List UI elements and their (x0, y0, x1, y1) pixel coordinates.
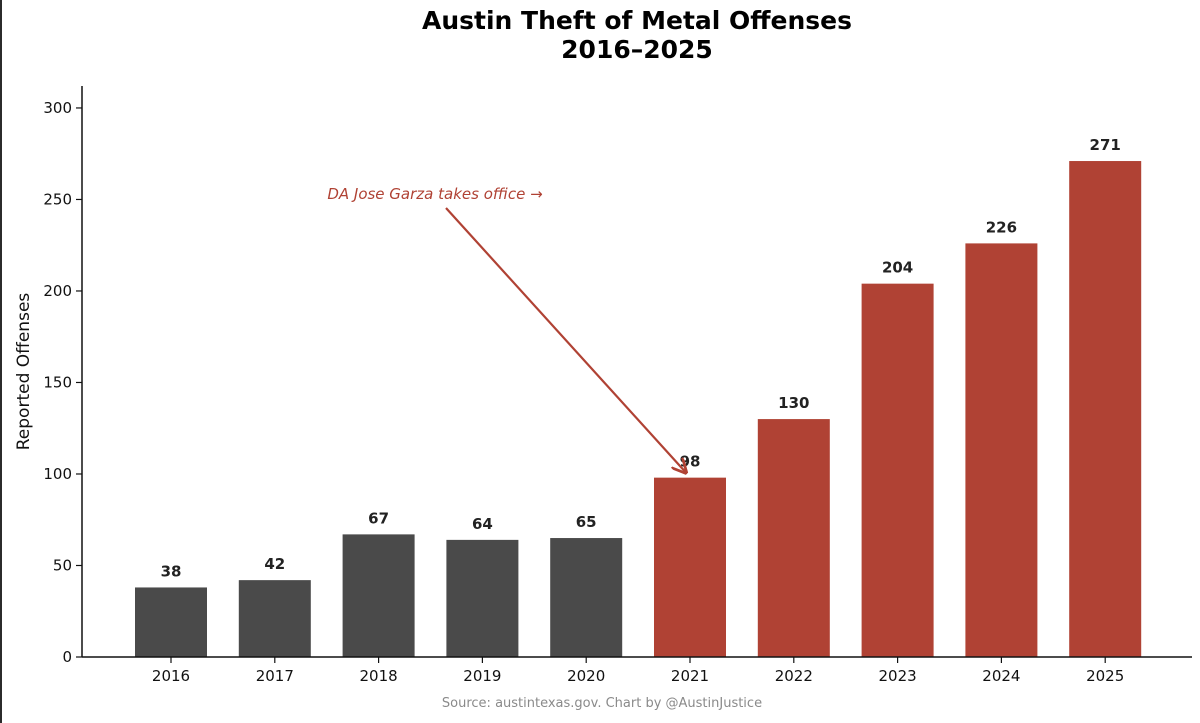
bar-value-label-2020: 65 (576, 513, 597, 531)
x-tick-label-2016: 2016 (152, 667, 190, 685)
x-tick-label-2019: 2019 (463, 667, 501, 685)
bar-value-label-2017: 42 (264, 555, 285, 573)
chart-title-line-1: Austin Theft of Metal Offenses (421, 6, 853, 35)
y-tick-label-50: 50 (53, 556, 72, 574)
x-tick-label-2022: 2022 (775, 667, 813, 685)
y-tick-label-300: 300 (43, 99, 72, 117)
annotation-arrow (445, 207, 686, 473)
x-tick-label-2020: 2020 (567, 667, 605, 685)
bar-2023 (861, 283, 934, 657)
y-tick-label-0: 0 (62, 648, 72, 666)
x-tick-label-2021: 2021 (671, 667, 709, 685)
x-tick-label-2024: 2024 (982, 667, 1020, 685)
bar-value-label-2022: 130 (778, 394, 809, 412)
bar-2021 (654, 477, 726, 657)
x-tick-label-2023: 2023 (879, 667, 917, 685)
bar-2020 (550, 538, 623, 657)
x-tick-label-2025: 2025 (1086, 667, 1124, 685)
bar-value-label-2023: 204 (882, 259, 913, 277)
bar-value-label-2025: 271 (1090, 136, 1121, 154)
bar-2018 (342, 534, 415, 657)
bar-2019 (446, 539, 519, 657)
bar-2024 (965, 243, 1038, 657)
x-tick-label-2017: 2017 (256, 667, 294, 685)
bar-2025 (1069, 161, 1142, 657)
source-note: Source: austintexas.gov. Chart by @Austi… (441, 696, 763, 711)
y-axis-label: Reported Offenses (14, 293, 34, 451)
y-tick-label-250: 250 (43, 190, 72, 208)
bar-value-label-2019: 64 (472, 515, 493, 533)
y-tick-label-100: 100 (43, 465, 72, 483)
bar-value-label-2018: 67 (368, 509, 389, 527)
bar-2016 (135, 587, 207, 657)
x-tick-label-2018: 2018 (360, 667, 398, 685)
y-tick-label-150: 150 (43, 373, 72, 391)
y-tick-label-200: 200 (43, 282, 72, 300)
bar-value-label-2024: 226 (986, 218, 1017, 236)
bar-2017 (238, 580, 311, 657)
chart-title: Austin Theft of Metal Offenses 2016–2025 (2, 6, 1200, 64)
bar-value-label-2016: 38 (161, 562, 182, 580)
chart-title-line-2: 2016–2025 (561, 35, 713, 64)
bar-2022 (757, 419, 830, 657)
annotation-text: DA Jose Garza takes office → (327, 185, 542, 203)
